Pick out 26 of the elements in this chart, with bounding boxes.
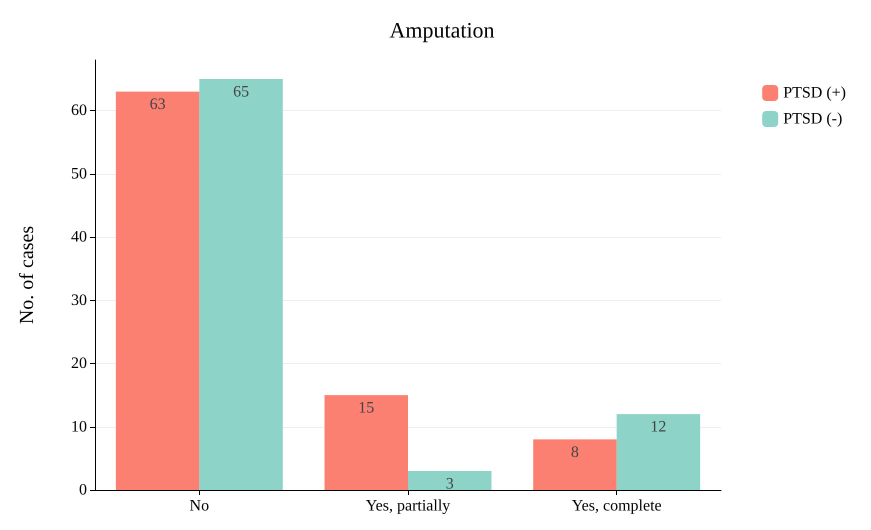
data-label: 12 xyxy=(650,418,666,436)
bar xyxy=(199,78,283,490)
data-label: 3 xyxy=(446,476,454,493)
bar xyxy=(533,439,617,490)
y-tick-label: 40 xyxy=(71,228,87,246)
y-tick-label: 50 xyxy=(71,165,87,182)
x-tick-label: Yes, complete xyxy=(572,498,662,514)
data-label: 63 xyxy=(150,96,166,114)
data-label: 65 xyxy=(233,83,250,100)
y-tick-label: 60 xyxy=(71,102,87,120)
y-tick-label: 0 xyxy=(79,482,87,498)
x-tick-label: No xyxy=(190,498,210,514)
legend-label: PTSD (+) xyxy=(783,84,846,102)
legend-label: PTSD (-) xyxy=(783,110,842,128)
y-axis-title: No. of cases xyxy=(16,226,38,324)
bar xyxy=(324,395,408,490)
bar xyxy=(616,414,700,490)
bar xyxy=(408,471,492,490)
y-tick-label: 10 xyxy=(71,418,87,436)
chart-title: Amputation xyxy=(389,18,495,42)
x-tick-label: Yes, partially xyxy=(366,498,450,514)
y-tick-label: 30 xyxy=(71,292,87,309)
data-label: 8 xyxy=(570,444,579,461)
data-label: 15 xyxy=(358,400,374,417)
y-tick-label: 20 xyxy=(71,355,87,372)
bar xyxy=(116,92,200,490)
